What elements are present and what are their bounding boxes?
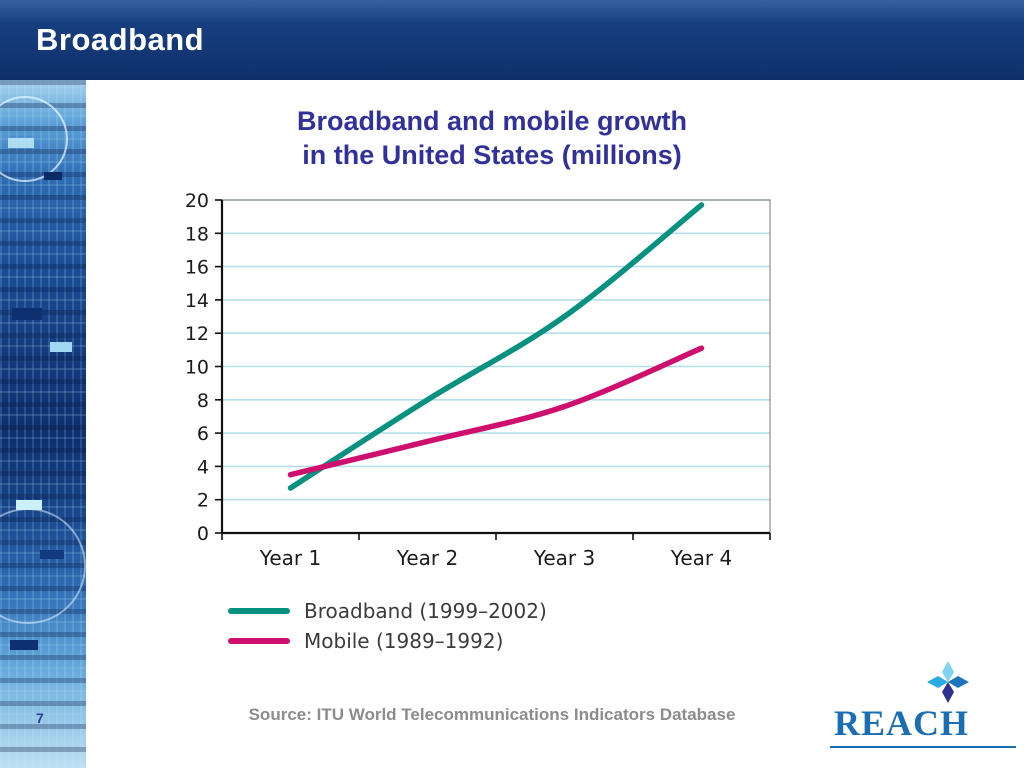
texture-block [10, 640, 38, 650]
broadband-line-swatch [228, 608, 290, 614]
circuit-texture-image [0, 80, 86, 768]
legend-item-mobile: Mobile (1989–1992) [228, 626, 547, 656]
svg-text:Year 2: Year 2 [396, 546, 458, 570]
svg-text:10: 10 [185, 357, 209, 379]
svg-text:18: 18 [185, 223, 209, 245]
svg-text:Year 1: Year 1 [259, 546, 321, 570]
texture-pattern [0, 80, 86, 768]
svg-text:Year 4: Year 4 [670, 546, 732, 570]
line-chart: 0 2 4 6 8 10 12 14 16 18 20 Year 1 Year 2 Year 3 Year … [185, 190, 771, 570]
legend-label-mobile: Mobile (1989–1992) [304, 629, 504, 653]
svg-text:2: 2 [197, 490, 209, 512]
svg-text:4: 4 [197, 456, 209, 478]
slide-header: Broadband [0, 0, 1024, 80]
logo-underline [830, 746, 1016, 748]
texture-block [16, 500, 42, 510]
texture-block [12, 308, 42, 320]
svg-text:14: 14 [185, 290, 209, 312]
svg-text:6: 6 [197, 423, 209, 445]
texture-block [40, 550, 64, 559]
chart-title-line2: in the United States (millions) [302, 140, 682, 170]
reach-logo: REACH [828, 656, 1020, 752]
chart-title-line1: Broadband and mobile growth [297, 106, 687, 136]
svg-text:0: 0 [197, 523, 209, 545]
header-title: Broadband [36, 22, 205, 57]
compass-star-icon [927, 661, 969, 703]
svg-text:Year 3: Year 3 [533, 546, 595, 570]
chart-legend: Broadband (1999–2002) Mobile (1989–1992) [228, 596, 547, 656]
reach-logo-text: REACH [834, 703, 970, 743]
mobile-line-swatch [228, 638, 290, 644]
texture-block [44, 172, 62, 180]
svg-text:8: 8 [197, 390, 209, 412]
page-number: 7 [36, 710, 44, 726]
legend-label-broadband: Broadband (1999–2002) [304, 599, 547, 623]
texture-block [50, 342, 72, 352]
legend-item-broadband: Broadband (1999–2002) [228, 596, 547, 626]
svg-text:16: 16 [185, 257, 209, 279]
texture-block [8, 138, 34, 148]
source-text: Source: ITU World Telecommunications Ind… [248, 705, 736, 724]
chart-title: Broadband and mobile growth in the Unite… [150, 104, 834, 172]
texture-circle [0, 96, 68, 182]
svg-text:20: 20 [185, 190, 209, 212]
svg-text:12: 12 [185, 323, 209, 345]
